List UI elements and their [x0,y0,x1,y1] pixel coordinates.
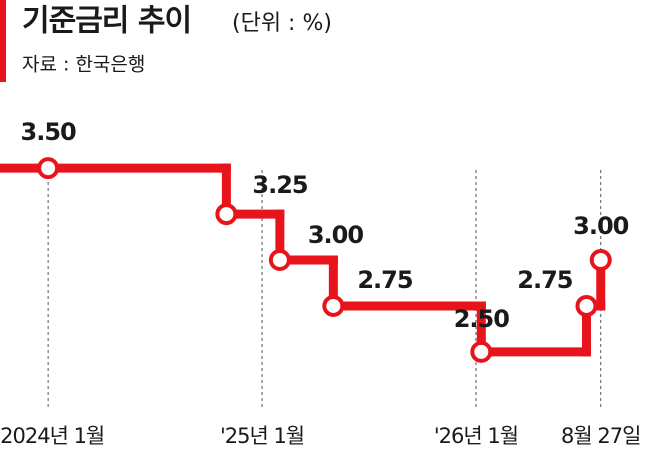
chart-title: 기준금리 추이 [22,4,191,39]
unit-note: (단위 : %) [232,11,332,36]
source-note: 자료 : 한국은행 [22,54,145,76]
value-label: 2.75 [517,266,573,294]
point [322,294,345,317]
value-label: 3.25 [252,171,308,199]
point [575,294,598,317]
point [589,249,612,271]
value-label: 3.00 [573,212,629,240]
value-label: 2.50 [454,305,510,333]
x-tick-label: '25년 1월 [220,424,304,448]
point [37,157,60,180]
x-tick-label: 2024년 1월 [0,424,104,448]
accent-bar [0,0,6,82]
value-label: 3.50 [21,118,77,146]
point [215,203,238,226]
point [268,249,291,271]
value-label: 2.75 [357,266,413,294]
x-tick-label: 8월 27일 [561,424,640,448]
x-tick-label: '26년 1월 [434,424,518,448]
value-label: 3.00 [308,221,364,249]
point [470,340,493,363]
